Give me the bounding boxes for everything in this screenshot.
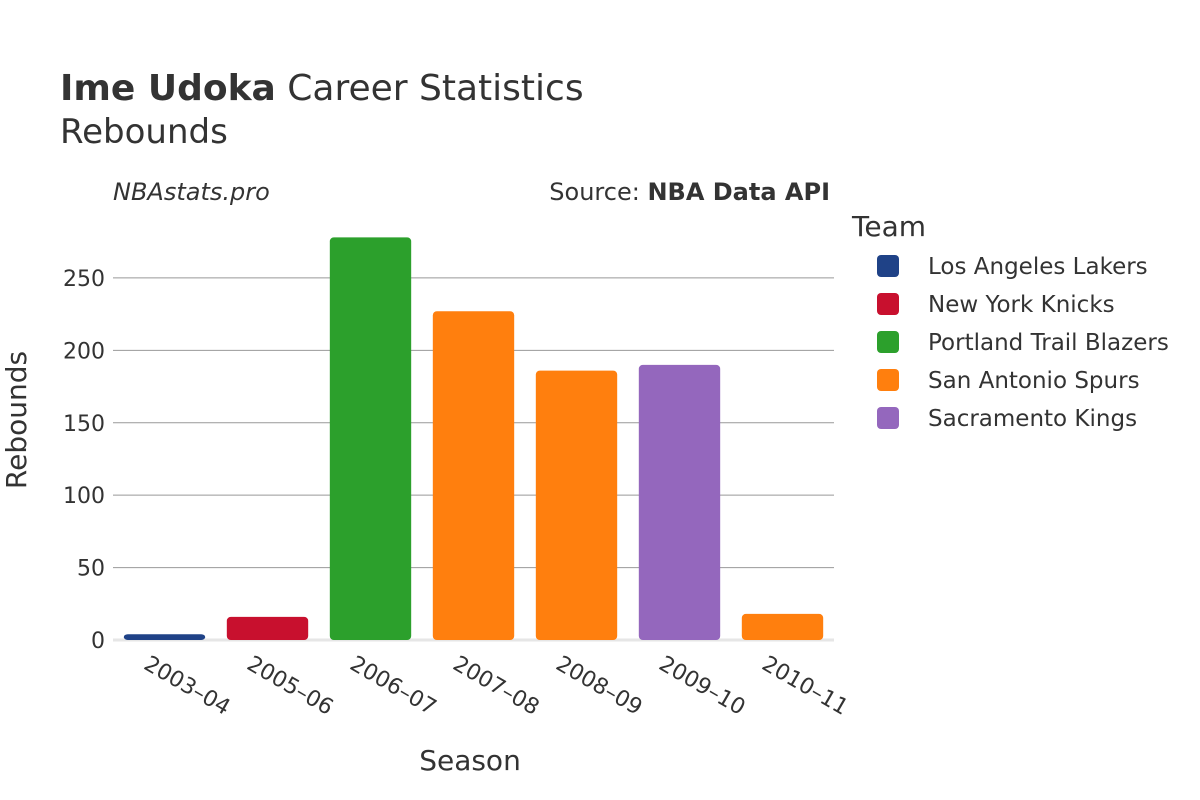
x-tick-label: 2009–10 xyxy=(655,652,750,721)
x-tick-label: 2003–04 xyxy=(140,652,235,721)
x-tick-label: 2005–06 xyxy=(243,652,338,721)
y-tick-label: 50 xyxy=(77,557,105,582)
bar-2006–07[interactable] xyxy=(329,237,412,640)
x-tick-label: 2008–09 xyxy=(552,652,647,721)
bar-2007–08[interactable] xyxy=(432,311,515,640)
legend-swatch xyxy=(877,331,899,353)
title-rest: Career Statistics xyxy=(276,68,584,109)
legend-swatch xyxy=(877,255,899,277)
y-tick-label: 0 xyxy=(91,629,105,654)
player-name: Ime Udoka xyxy=(60,68,276,109)
chart-subtitle: Rebounds xyxy=(60,112,228,152)
legend-item-label[interactable]: Portland Trail Blazers xyxy=(928,330,1169,356)
bar-2008–09[interactable] xyxy=(535,370,618,640)
y-tick-labels: 0 50 100 150 200 250 xyxy=(63,267,105,654)
bar-2005–06[interactable] xyxy=(226,616,309,640)
bars xyxy=(123,237,824,640)
x-tick-label: 2010–11 xyxy=(758,652,853,721)
legend-title: Team xyxy=(851,210,926,243)
legend-item-label[interactable]: New York Knicks xyxy=(928,292,1115,318)
source-name: NBA Data API xyxy=(647,178,830,206)
legend-item-label[interactable]: Sacramento Kings xyxy=(928,406,1137,432)
chart-title: Ime Udoka Career Statistics xyxy=(60,68,584,109)
x-tick-label: 2007–08 xyxy=(449,652,544,721)
bar-2009–10[interactable] xyxy=(638,364,721,640)
legend-swatch xyxy=(877,369,899,391)
legend: Los Angeles Lakers New York Knicks Portlan… xyxy=(877,254,1169,432)
legend-swatch xyxy=(877,293,899,315)
y-axis-title: Rebounds xyxy=(0,351,33,489)
x-tick-labels: 2003–04 2005–06 2006–07 2007–08 2008–09 2009–… xyxy=(140,652,853,721)
legend-item-label[interactable]: Los Angeles Lakers xyxy=(928,254,1148,280)
y-tick-label: 100 xyxy=(63,484,105,509)
y-tick-label: 150 xyxy=(63,412,105,437)
source-prefix: Source: xyxy=(549,178,647,206)
x-tick-label: 2006–07 xyxy=(346,652,441,721)
x-axis-title: Season xyxy=(419,744,521,777)
y-tick-label: 200 xyxy=(63,339,105,364)
bar-2003–04[interactable] xyxy=(123,634,206,640)
legend-item-label[interactable]: San Antonio Spurs xyxy=(928,368,1140,394)
watermark: NBAstats.pro xyxy=(113,178,270,206)
bar-2010–11[interactable] xyxy=(741,613,824,640)
source-note: Source: NBA Data API xyxy=(549,178,830,206)
legend-swatch xyxy=(877,407,899,429)
y-tick-label: 250 xyxy=(63,267,105,292)
